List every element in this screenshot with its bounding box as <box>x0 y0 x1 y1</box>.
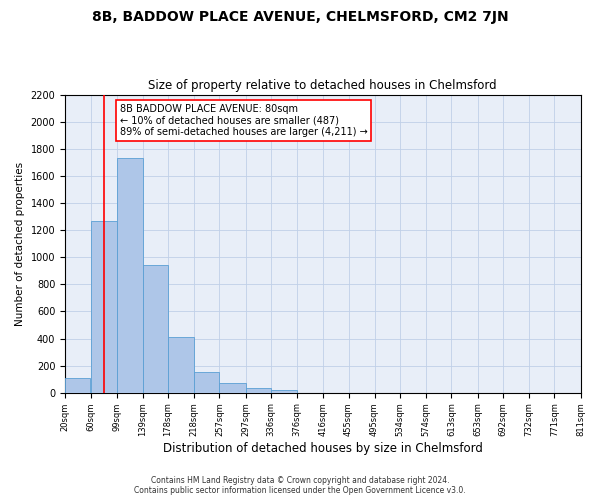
Bar <box>116 158 143 392</box>
Bar <box>91 220 116 392</box>
Bar <box>143 266 168 392</box>
Bar <box>194 372 220 392</box>
Text: 8B BADDOW PLACE AVENUE: 80sqm
← 10% of detached houses are smaller (487)
89% of : 8B BADDOW PLACE AVENUE: 80sqm ← 10% of d… <box>120 104 368 137</box>
X-axis label: Distribution of detached houses by size in Chelmsford: Distribution of detached houses by size … <box>163 442 483 455</box>
Bar <box>245 388 271 392</box>
Title: Size of property relative to detached houses in Chelmsford: Size of property relative to detached ho… <box>148 79 497 92</box>
Bar <box>65 378 91 392</box>
Text: 8B, BADDOW PLACE AVENUE, CHELMSFORD, CM2 7JN: 8B, BADDOW PLACE AVENUE, CHELMSFORD, CM2… <box>92 10 508 24</box>
Y-axis label: Number of detached properties: Number of detached properties <box>15 162 25 326</box>
Bar <box>271 390 297 392</box>
Text: Contains HM Land Registry data © Crown copyright and database right 2024.
Contai: Contains HM Land Registry data © Crown c… <box>134 476 466 495</box>
Bar <box>220 382 245 392</box>
Bar <box>168 337 194 392</box>
